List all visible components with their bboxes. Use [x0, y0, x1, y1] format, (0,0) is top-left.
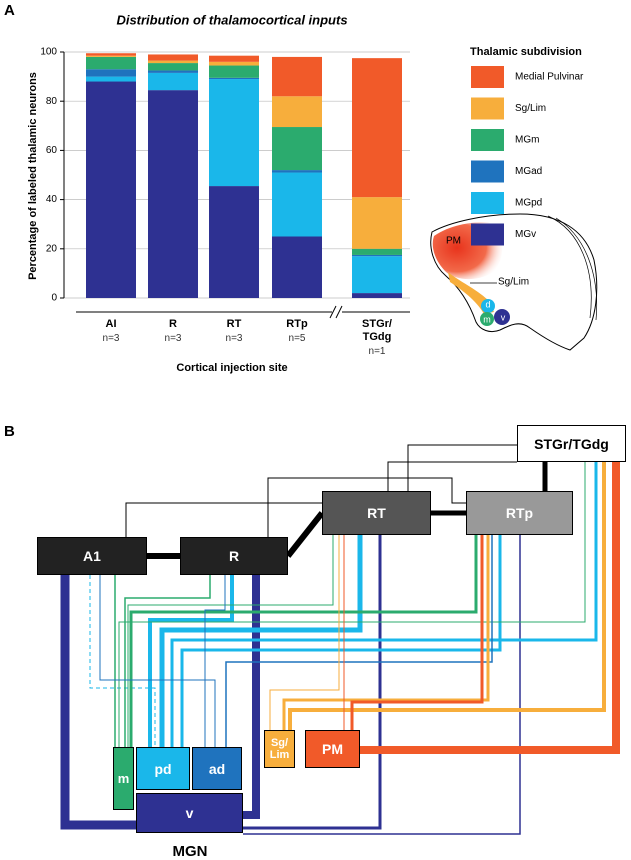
panel-label: A — [4, 2, 15, 19]
bar-segment — [209, 77, 259, 80]
node-box: v — [136, 793, 243, 833]
node-box: A1 — [37, 537, 147, 575]
y-tick-label: 0 — [51, 293, 57, 304]
connections — [60, 444, 620, 835]
bar-segment — [86, 55, 136, 57]
group-label: MGN — [173, 843, 208, 860]
node-box: RTp — [466, 491, 573, 535]
x-axis-label: Cortical injection site — [176, 362, 287, 374]
x-tick-label-group: AI n=3 — [76, 318, 146, 344]
x-tick-label-group: RTp n=5 — [262, 318, 332, 344]
y-tick-label: 100 — [40, 47, 57, 58]
legend-label: Medial Pulvinar — [515, 72, 584, 83]
bar-segment — [86, 81, 136, 299]
legend-swatch — [471, 192, 504, 214]
bar-segment — [272, 96, 322, 128]
bar-segment — [209, 186, 259, 298]
inset-label: m — [483, 314, 491, 324]
sample-size: n=3 — [225, 333, 243, 344]
legend-swatch — [471, 160, 504, 183]
bar-segment — [272, 127, 322, 171]
node-box: pd — [136, 747, 190, 790]
legend-label: MGad — [515, 166, 542, 177]
inset-label: PM — [446, 236, 461, 247]
node-box: RT — [322, 491, 431, 535]
bar-segment — [272, 56, 322, 97]
bar-segment — [148, 90, 198, 298]
y-tick-label: 60 — [46, 145, 58, 156]
bar-segment — [352, 197, 402, 249]
bar-segment — [86, 53, 136, 56]
bar-segment — [352, 58, 402, 198]
x-tick-label: RT — [226, 318, 242, 330]
inset-label: d — [485, 299, 490, 309]
node-box: R — [180, 537, 288, 575]
legend-swatch — [471, 66, 504, 88]
chart-title: Distribution of thalamocortical inputs — [116, 12, 347, 27]
bar-segment — [148, 70, 198, 73]
bar-segment — [86, 69, 136, 77]
x-tick-label: R — [169, 318, 177, 330]
sample-size: n=1 — [368, 346, 386, 357]
bar-segment — [148, 60, 198, 64]
plot-area: 0 20 40 60 80 100 — [40, 47, 410, 304]
x-tick-label: AI — [105, 318, 117, 330]
inset-label: Sg/Lim — [498, 277, 529, 288]
sample-size: n=3 — [164, 333, 182, 344]
bar-segment — [352, 248, 402, 255]
sample-size: n=3 — [102, 333, 120, 344]
bar-segment — [148, 63, 198, 71]
legend-swatch — [471, 223, 504, 246]
legend-title: Thalamic subdivision — [470, 46, 582, 58]
x-tick-label: STGr/ TGdg — [362, 318, 392, 343]
inset-label: v — [501, 312, 506, 322]
bar-segment — [352, 256, 402, 294]
bar-segment — [209, 65, 259, 78]
legend-label: Sg/Lim — [515, 103, 546, 114]
node-box: ad — [192, 747, 242, 790]
bar-segment — [272, 236, 322, 298]
legend-label: MGv — [515, 229, 536, 240]
bar-segment — [352, 293, 402, 298]
node-box: Sg/ Lim — [264, 730, 295, 768]
bar-segment — [272, 172, 322, 237]
y-tick-label: 20 — [46, 243, 58, 254]
x-tick-label-group: STGr/ TGdg n=1 — [342, 318, 412, 357]
sample-size: n=5 — [288, 333, 306, 344]
y-axis-label: Percentage of labeled thalamic neurons — [27, 72, 39, 280]
bar-segment — [209, 55, 259, 62]
bar-segment — [86, 76, 136, 82]
bar-segment — [209, 79, 259, 187]
bar-segment — [209, 61, 259, 66]
node-box: STGr/TGdg — [517, 425, 626, 462]
x-tick-label-group: RT n=3 — [199, 318, 269, 344]
legend-swatch — [471, 97, 504, 120]
bar-segment — [148, 72, 198, 91]
node-box: PM — [305, 730, 360, 768]
y-tick-label: 40 — [46, 194, 58, 205]
bar-segment — [352, 254, 402, 257]
node-box: m — [113, 747, 134, 810]
bar-segment — [86, 56, 136, 70]
bar-segment — [148, 54, 198, 61]
legend-label: MGm — [515, 135, 539, 146]
legend-label: MGpd — [515, 198, 542, 209]
legend-swatch — [471, 129, 504, 151]
y-tick-label: 80 — [46, 96, 58, 107]
panel-label: B — [4, 423, 15, 440]
axis-break — [76, 305, 410, 319]
x-tick-label: RTp — [286, 318, 308, 330]
bar-segment — [272, 170, 322, 173]
